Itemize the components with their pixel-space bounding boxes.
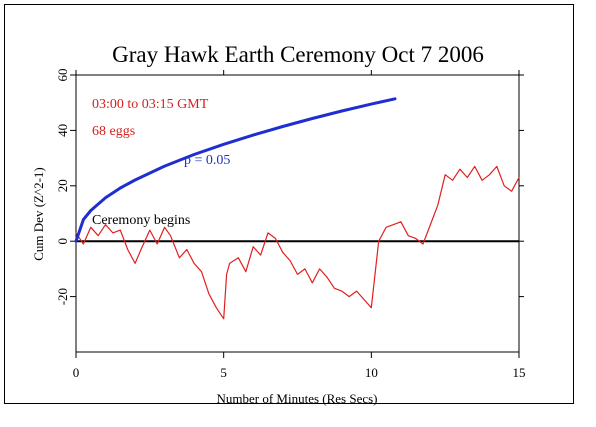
- plot-area: [75, 74, 520, 353]
- p-value-annotation: p = 0.05: [184, 153, 230, 168]
- y-tick-label: 60: [55, 69, 70, 82]
- x-tick-label: 15: [513, 365, 526, 380]
- y-tick-label: 40: [55, 124, 70, 137]
- axis-ticks: 0 5 10 15 -20 0 20 40 60: [55, 69, 526, 381]
- y-tick-label: 20: [55, 179, 70, 192]
- x-tick-label: 5: [220, 365, 227, 380]
- y-tick-label: -20: [55, 288, 70, 305]
- figure-border: [4, 4, 574, 404]
- time-range-annotation: 03:00 to 03:15 GMT: [92, 97, 209, 112]
- ceremony-begins-annotation: Ceremony begins: [92, 213, 190, 228]
- cumdev-series-line: [75, 165, 520, 320]
- egg-count-annotation: 68 eggs: [92, 124, 135, 139]
- x-tick-label: 0: [73, 365, 80, 380]
- x-axis-label: Number of Minutes (Res Secs): [216, 391, 377, 406]
- y-tick-label: 0: [55, 238, 70, 245]
- chart-title: Gray Hawk Earth Ceremony Oct 7 2006: [112, 42, 484, 67]
- chart-marks: [74, 97, 520, 320]
- x-tick-label: 10: [365, 365, 378, 380]
- p-envelope-line: [74, 97, 397, 243]
- y-axis-label: Cum Dev (Z^2-1): [31, 167, 46, 260]
